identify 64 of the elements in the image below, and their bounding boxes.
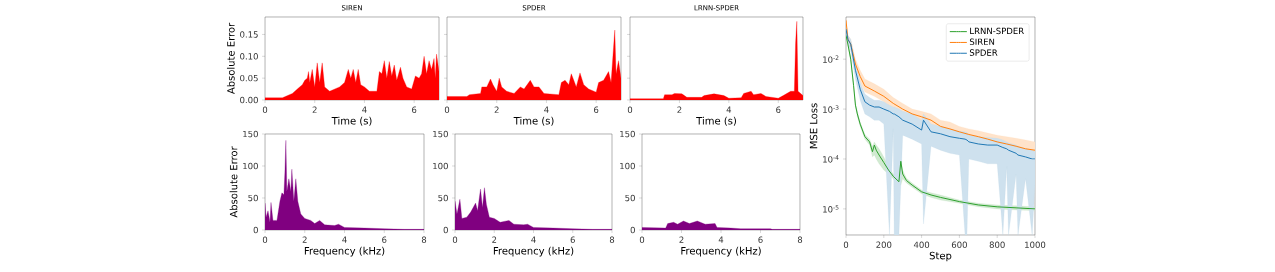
x-tick-label: 400	[913, 241, 930, 248]
x-tick-label: 0	[262, 106, 268, 113]
y-tick-label: 50	[248, 194, 258, 202]
y-tick-label: 150	[243, 130, 258, 138]
legend-label: SIREN	[969, 38, 995, 45]
y-tick-label: 0	[630, 226, 635, 234]
x-tick-label: 2	[492, 236, 497, 243]
x-tick-label: 0	[452, 236, 458, 243]
y-tick-label: 10$^{-2}$	[823, 55, 839, 63]
x-tick-label: 8	[609, 236, 615, 243]
x-tick-label: 2	[312, 106, 317, 113]
x-tick-label: 800	[989, 241, 1005, 248]
legend-label: SPDER	[969, 49, 998, 56]
y-tick-label: 100	[620, 162, 635, 170]
x-axis-title: Time (s)	[331, 116, 372, 126]
x-tick-label: 0	[262, 236, 268, 243]
x-tick-label: 4	[544, 106, 549, 113]
x-tick-label: 2	[494, 106, 499, 113]
x-axis-title: Step	[929, 251, 952, 262]
y-tick-label: 100	[243, 162, 258, 170]
y-tick-label: 0.05	[240, 74, 258, 82]
y-tick-label: 100	[433, 162, 448, 170]
x-tick-label: 1000	[1025, 241, 1046, 248]
x-axis-title: Frequency (kHz)	[681, 246, 761, 257]
x-tick-label: 0	[843, 241, 849, 248]
y-tick-label: 0.10	[240, 53, 258, 60]
x-tick-label: 6	[412, 106, 417, 113]
x-axis-title: Frequency (kHz)	[304, 246, 385, 257]
y-tick-label: 150	[433, 130, 448, 138]
y-tick-label: 150	[620, 130, 635, 138]
y-tick-label: 0.15	[240, 31, 258, 38]
x-tick-label: 600	[951, 241, 967, 248]
x-axis-title: Frequency (kHz)	[493, 246, 574, 257]
x-tick-label: 6	[382, 236, 387, 243]
y-tick-label: 50	[438, 194, 448, 202]
x-tick-label: 4	[726, 106, 732, 113]
x-tick-label: 0	[639, 236, 645, 243]
x-axis-title: Time (s)	[513, 116, 554, 126]
x-tick-label: 4	[342, 236, 347, 243]
y-tick-label: 0	[443, 226, 448, 234]
x-tick-label: 6	[570, 236, 575, 243]
x-tick-label: 8	[421, 236, 427, 243]
y-tick-label: 10$^{-3}$	[823, 105, 839, 113]
x-tick-label: 6	[776, 106, 781, 113]
y-axis-title: Absolute Error	[229, 146, 238, 218]
x-axis-title: Time (s)	[696, 116, 736, 126]
x-tick-label: 8	[797, 236, 803, 243]
x-tick-label: 4	[718, 236, 724, 243]
y-axis-title: MSE Loss	[809, 103, 818, 149]
x-tick-label: 2	[677, 106, 682, 113]
y-tick-label: 10$^{-5}$	[823, 205, 839, 213]
x-tick-label: 2	[302, 236, 307, 243]
x-tick-label: 6	[758, 236, 763, 243]
x-tick-label: 200	[876, 241, 892, 248]
y-tick-label: 10$^{-4}$	[823, 155, 839, 163]
x-tick-label: 4	[362, 106, 367, 113]
x-tick-label: 4	[531, 236, 536, 243]
y-tick-label: 50	[625, 194, 635, 202]
legend-label: LRNN-SPDER	[970, 27, 1024, 35]
x-tick-label: 2	[679, 236, 684, 243]
y-axis-title: Absolute Error	[226, 22, 235, 95]
y-tick-label: 0.00	[240, 96, 258, 104]
y-tick-label: 0	[253, 226, 258, 234]
x-tick-label: 6	[594, 106, 599, 113]
